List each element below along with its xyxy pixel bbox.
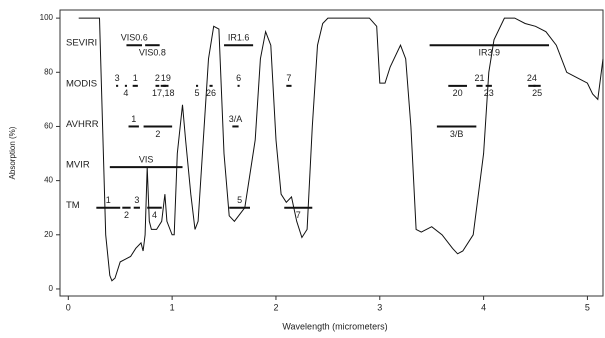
band-label: 17,18 bbox=[152, 88, 175, 98]
band-label: 3/A bbox=[229, 114, 243, 124]
absorption-line bbox=[78, 17, 604, 282]
band-label: 3/B bbox=[450, 129, 464, 139]
sensor-label: TM bbox=[66, 200, 80, 211]
band-label: 4 bbox=[123, 88, 128, 98]
band-label: 2 bbox=[124, 210, 129, 220]
band-label: VIS bbox=[139, 154, 154, 164]
band-label: 26 bbox=[206, 88, 216, 98]
band-label: IR1.6 bbox=[228, 33, 250, 43]
x-tick-label: 3 bbox=[377, 302, 382, 312]
x-tick-label: 4 bbox=[481, 302, 486, 312]
band-label: IR3.9 bbox=[479, 48, 501, 58]
plot-frame bbox=[59, 9, 604, 297]
x-tick-label: 1 bbox=[170, 302, 175, 312]
y-tick-label: 60 bbox=[44, 122, 53, 131]
sensor-label: MODIS bbox=[66, 78, 97, 89]
band-label: 23 bbox=[484, 88, 494, 98]
x-tick-label: 2 bbox=[273, 302, 278, 312]
y-axis-label: Absorption (%) bbox=[8, 126, 17, 179]
band-label: 25 bbox=[532, 88, 542, 98]
sensor-label: AVHRR bbox=[66, 119, 99, 130]
band-label: VIS0.6 bbox=[121, 33, 148, 43]
band-label: 4 bbox=[152, 210, 157, 220]
band-label: 7 bbox=[286, 73, 291, 83]
band-label: VIS0.8 bbox=[139, 48, 166, 58]
band-label: 5 bbox=[237, 195, 242, 205]
band-label: 5 bbox=[195, 88, 200, 98]
band-label: 20 bbox=[453, 88, 463, 98]
band-label: 2 bbox=[155, 73, 160, 83]
x-tick-label: 5 bbox=[585, 302, 590, 312]
band-label: 24 bbox=[527, 73, 537, 83]
band-label: 1 bbox=[133, 73, 138, 83]
band-label: 7 bbox=[296, 210, 301, 220]
x-axis-label: Wavelength (micrometers) bbox=[282, 321, 387, 331]
band-label: 3 bbox=[115, 73, 120, 83]
y-tick-label: 20 bbox=[44, 230, 53, 239]
band-label: 6 bbox=[236, 73, 241, 83]
y-tick-label: 40 bbox=[44, 176, 53, 185]
band-label: 2 bbox=[155, 129, 160, 139]
band-label: 21 bbox=[474, 73, 484, 83]
y-tick-label: 0 bbox=[49, 284, 54, 293]
band-label: 19 bbox=[161, 73, 171, 83]
x-tick-label: 0 bbox=[66, 302, 71, 312]
band-label: 3 bbox=[134, 195, 139, 205]
band-label: 1 bbox=[131, 114, 136, 124]
sensor-label: MVIR bbox=[66, 160, 90, 171]
y-tick-label: 80 bbox=[44, 67, 53, 76]
band-label: 1 bbox=[106, 195, 111, 205]
sensor-label: SEVIRI bbox=[66, 38, 97, 49]
y-tick-label: 100 bbox=[40, 13, 54, 22]
